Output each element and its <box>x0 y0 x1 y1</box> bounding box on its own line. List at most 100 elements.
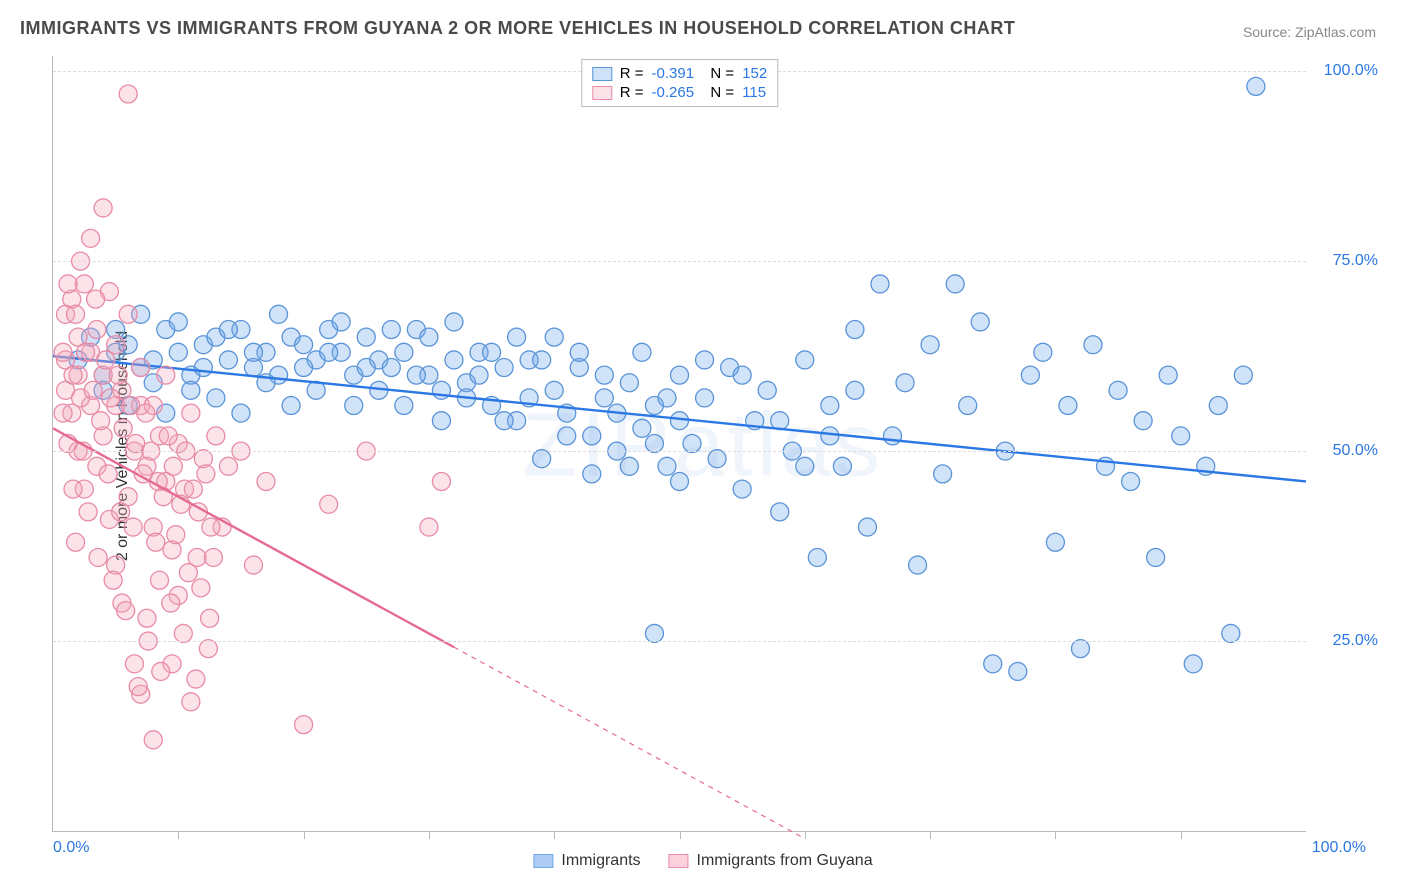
trend-line-dashed <box>454 647 805 838</box>
scatter-point <box>1134 412 1152 430</box>
scatter-point <box>147 533 165 551</box>
scatter-point <box>124 518 142 536</box>
scatter-point <box>420 328 438 346</box>
scatter-point <box>219 321 237 339</box>
legend-item-2: Immigrants from Guyana <box>669 852 873 870</box>
scatter-point <box>295 336 313 354</box>
scatter-point <box>204 548 222 566</box>
scatter-point <box>683 435 701 453</box>
scatter-point <box>77 343 95 361</box>
scatter-point <box>138 609 156 627</box>
scatter-point <box>771 503 789 521</box>
x-tick-mark <box>304 831 305 839</box>
scatter-point <box>184 480 202 498</box>
scatter-point <box>846 381 864 399</box>
scatter-point <box>733 366 751 384</box>
scatter-point <box>202 518 220 536</box>
scatter-point <box>88 321 106 339</box>
scatter-point <box>92 412 110 430</box>
scatter-point <box>395 343 413 361</box>
legend-swatch-bottom-2 <box>669 854 689 868</box>
scatter-point <box>125 655 143 673</box>
scatter-point <box>533 450 551 468</box>
scatter-point <box>295 716 313 734</box>
scatter-point <box>708 450 726 468</box>
scatter-point <box>1209 397 1227 415</box>
scatter-point <box>1034 343 1052 361</box>
x-tick-mark <box>429 831 430 839</box>
scatter-point <box>219 351 237 369</box>
legend-r-label: R = <box>620 65 644 82</box>
scatter-point <box>201 609 219 627</box>
scatter-point <box>169 343 187 361</box>
scatter-point <box>129 678 147 696</box>
scatter-point <box>620 457 638 475</box>
y-tick-label: 25.0% <box>1333 632 1378 650</box>
x-tick-mark <box>178 831 179 839</box>
scatter-point <box>821 397 839 415</box>
scatter-point <box>1159 366 1177 384</box>
x-tick-mark <box>805 831 806 839</box>
scatter-point <box>1046 533 1064 551</box>
scatter-point <box>1147 548 1165 566</box>
scatter-point <box>89 548 107 566</box>
scatter-point <box>132 359 150 377</box>
legend-r-value-2: -0.265 <box>652 84 695 101</box>
legend-series: Immigrants Immigrants from Guyana <box>533 852 872 870</box>
scatter-point <box>407 366 425 384</box>
scatter-point <box>87 290 105 308</box>
scatter-point <box>320 343 338 361</box>
plot-area: R = -0.391 N = 152 R = -0.265 N = 115 25… <box>52 56 1306 832</box>
y-tick-label: 75.0% <box>1333 252 1378 270</box>
scatter-point <box>194 359 212 377</box>
chart-svg <box>53 56 1306 831</box>
scatter-point <box>1009 662 1027 680</box>
legend-correlation: R = -0.391 N = 152 R = -0.265 N = 115 <box>581 59 778 107</box>
scatter-point <box>1059 397 1077 415</box>
scatter-point <box>896 374 914 392</box>
scatter-point <box>192 579 210 597</box>
scatter-point <box>620 374 638 392</box>
scatter-point <box>382 359 400 377</box>
legend-n-value-1: 152 <box>742 65 767 82</box>
scatter-point <box>1084 336 1102 354</box>
scatter-point <box>219 457 237 475</box>
x-tick-label: 0.0% <box>53 839 89 857</box>
scatter-point <box>151 571 169 589</box>
x-tick-mark <box>1055 831 1056 839</box>
scatter-point <box>545 381 563 399</box>
x-tick-mark <box>680 831 681 839</box>
scatter-point <box>182 404 200 422</box>
scatter-point <box>558 427 576 445</box>
legend-row-series1: R = -0.391 N = 152 <box>592 64 767 83</box>
scatter-point <box>796 351 814 369</box>
scatter-point <box>174 624 192 642</box>
y-tick-label: 50.0% <box>1333 442 1378 460</box>
scatter-point <box>959 397 977 415</box>
scatter-point <box>64 366 82 384</box>
legend-swatch-1 <box>592 67 612 81</box>
scatter-point <box>144 731 162 749</box>
scatter-point <box>282 397 300 415</box>
scatter-point <box>733 480 751 498</box>
scatter-point <box>1109 381 1127 399</box>
scatter-point <box>595 389 613 407</box>
scatter-point <box>445 313 463 331</box>
legend-label-1: Immigrants <box>561 852 640 870</box>
scatter-point <box>199 640 217 658</box>
scatter-point <box>758 381 776 399</box>
scatter-point <box>179 564 197 582</box>
scatter-point <box>54 404 72 422</box>
scatter-point <box>152 662 170 680</box>
gridline <box>53 261 1306 262</box>
scatter-point <box>345 397 363 415</box>
scatter-point <box>633 343 651 361</box>
y-tick-label: 100.0% <box>1324 62 1378 80</box>
scatter-point <box>320 495 338 513</box>
source-attribution: Source: ZipAtlas.com <box>1243 24 1376 40</box>
scatter-point <box>97 351 115 369</box>
scatter-point <box>633 419 651 437</box>
scatter-point <box>164 457 182 475</box>
scatter-point <box>946 275 964 293</box>
scatter-point <box>82 229 100 247</box>
